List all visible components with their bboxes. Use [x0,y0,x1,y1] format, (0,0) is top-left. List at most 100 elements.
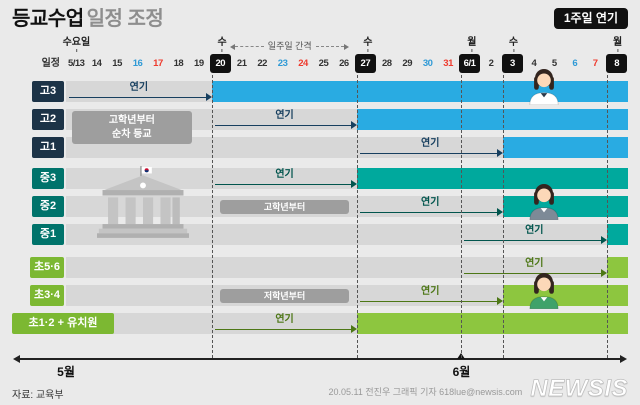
schedule-bar [607,257,628,278]
interval-annotation: 일주일 간격 [230,42,350,51]
month-label: 6월 [452,365,471,379]
delay-arrow: 연기 [461,257,608,278]
phase-note: 고학년부터 [219,199,350,214]
schedule-bar [357,168,628,189]
row-label-cell: 중1 [12,224,66,245]
row-label-cell: 초1·2 + 유치원 [12,313,114,334]
timeline-track: 연기 고학년부터 순차 등교 [66,109,628,144]
grade-label: 중3 [32,168,64,189]
date-cell: 8 [606,54,627,73]
schedule-bar [357,313,628,334]
delay-arrow: 연기 [66,81,212,102]
row-label-cell: 고3 [12,81,66,102]
date-cell: 30 [422,58,433,69]
date-cell: 20 [210,54,231,73]
date-cell: 4 [531,58,537,69]
date-cell: 25 [318,58,329,69]
timeline-row: 고3 연기 [12,69,628,106]
timeline-track: 연기 [66,137,628,158]
date-cell: 15 [112,58,122,69]
date-cell: 16 [132,58,143,69]
timeline-track: 연기 [66,313,628,334]
timeline-row: 초1·2 + 유치원 연기 [12,313,628,334]
row-label-cell: 초3·4 [12,285,66,306]
timeline-track: 연기 저학년부터 [66,273,628,310]
axis-label: 일정 [41,58,60,69]
grade-label: 고3 [32,81,64,102]
schedule-bar [357,109,628,130]
schedule-bar [607,224,628,245]
month-label: 5월 [57,365,75,379]
date-cell: 19 [194,58,204,69]
timeline-row: 고2 연기 고학년부터 순차 등교 [12,109,628,144]
timeline-row: 고1 연기 [12,137,628,158]
student-avatar-icon [527,182,561,221]
timeline-row: 중2 연기 고학년부터 [12,184,628,221]
date-cell: 22 [257,58,267,69]
credit-area: 20.05.11 전진우 그래픽 기자 618lue@newsis.com NE… [328,375,628,402]
schedule-bar [503,285,628,306]
day-of-week-label: 수 [218,38,227,52]
date-cell: 27 [355,54,376,73]
day-of-week-label: 수요일 [63,38,90,52]
date-cell: 24 [298,58,308,69]
date-cell: 28 [381,58,392,69]
date-cell: 18 [173,58,184,69]
date-cell: 5 [551,58,557,69]
grade-label: 중2 [32,196,64,217]
day-of-week-label: 수 [509,38,518,52]
timeline-row: 초5·6 연기 [12,257,628,278]
delay-arrow: 연기 [212,313,358,334]
schedule-bar [503,196,628,217]
grade-label: 고1 [32,137,64,158]
grade-label: 초3·4 [29,285,64,306]
grade-label: 초5·6 [29,257,64,278]
student-avatar-icon [527,67,561,106]
day-of-week-label: 월 [613,38,622,52]
delay-arrow: 연기 [357,285,504,306]
delay-arrow: 연기 [357,196,504,217]
timeline-row: 중3 연기 [12,168,628,189]
timeline-track: 연기 [66,168,628,189]
newsis-logo: NEWSIS [530,375,628,402]
date-cell: 21 [236,58,247,69]
credit-line: 20.05.11 전진우 그래픽 기자 618lue@newsis.com [328,387,523,397]
row-label-cell: 고2 [12,109,66,130]
date-cell: 17 [153,58,163,69]
grade-label: 초1·2 + 유치원 [12,313,114,334]
phase-note: 저학년부터 [219,288,350,303]
date-cell: 29 [402,58,412,69]
date-cell: 2 [488,58,494,69]
month-axis: 5월 6월 [12,353,628,379]
day-of-week-label: 수 [363,38,372,52]
delay-arrow: 연기 [212,168,358,189]
delay-badge: 1주일 연기 [553,8,628,30]
timeline-track: 연기 고학년부터 [66,184,628,221]
grade-label: 고2 [32,109,64,130]
title-main: 등교수업 [12,8,84,30]
day-of-week-row: 수요일 수 수 월 수 월 일주일 간격 [63,38,628,52]
date-cell: 31 [443,58,453,69]
timeline-rows: 고3 연기 고2 연기 고학년부터 순차 등교 고1 연기 중3 연기 중2 연기 고학년부터 중1 연기… [12,69,628,334]
row-label-cell: 중3 [12,168,66,189]
timeline-track: 연기 [66,224,628,245]
timeline-row: 초3·4 연기 저학년부터 [12,273,628,310]
source-note: 자료: 교육부 [12,390,64,401]
page-title: 등교수업 일정 조정 [12,8,164,30]
date-cell: 26 [339,58,349,69]
date-axis: 일정 5/13 14 15 16 17 18 19 20 21 22 23 24 25 26 27 28 29 3… [12,54,628,73]
date-cell: 14 [91,58,102,69]
delay-arrow: 연기 [212,109,358,130]
chart-body: 고3 연기 고2 연기 고학년부터 순차 등교 고1 연기 중3 연기 중2 연기 고학년부터 중1 연기… [12,69,628,379]
row-label-cell: 고1 [12,137,66,158]
month-axis-line [13,355,627,363]
date-cell: 7 [592,58,598,69]
title-sub: 일정 조정 [86,8,164,30]
sequence-note: 고학년부터 순차 등교 [72,111,192,144]
date-cell: 3 [502,54,523,73]
date-cell: 5/13 [67,58,85,69]
delay-arrow: 연기 [357,137,504,158]
timeline-row: 중1 연기 [12,224,628,245]
date-cell: 23 [277,58,288,69]
